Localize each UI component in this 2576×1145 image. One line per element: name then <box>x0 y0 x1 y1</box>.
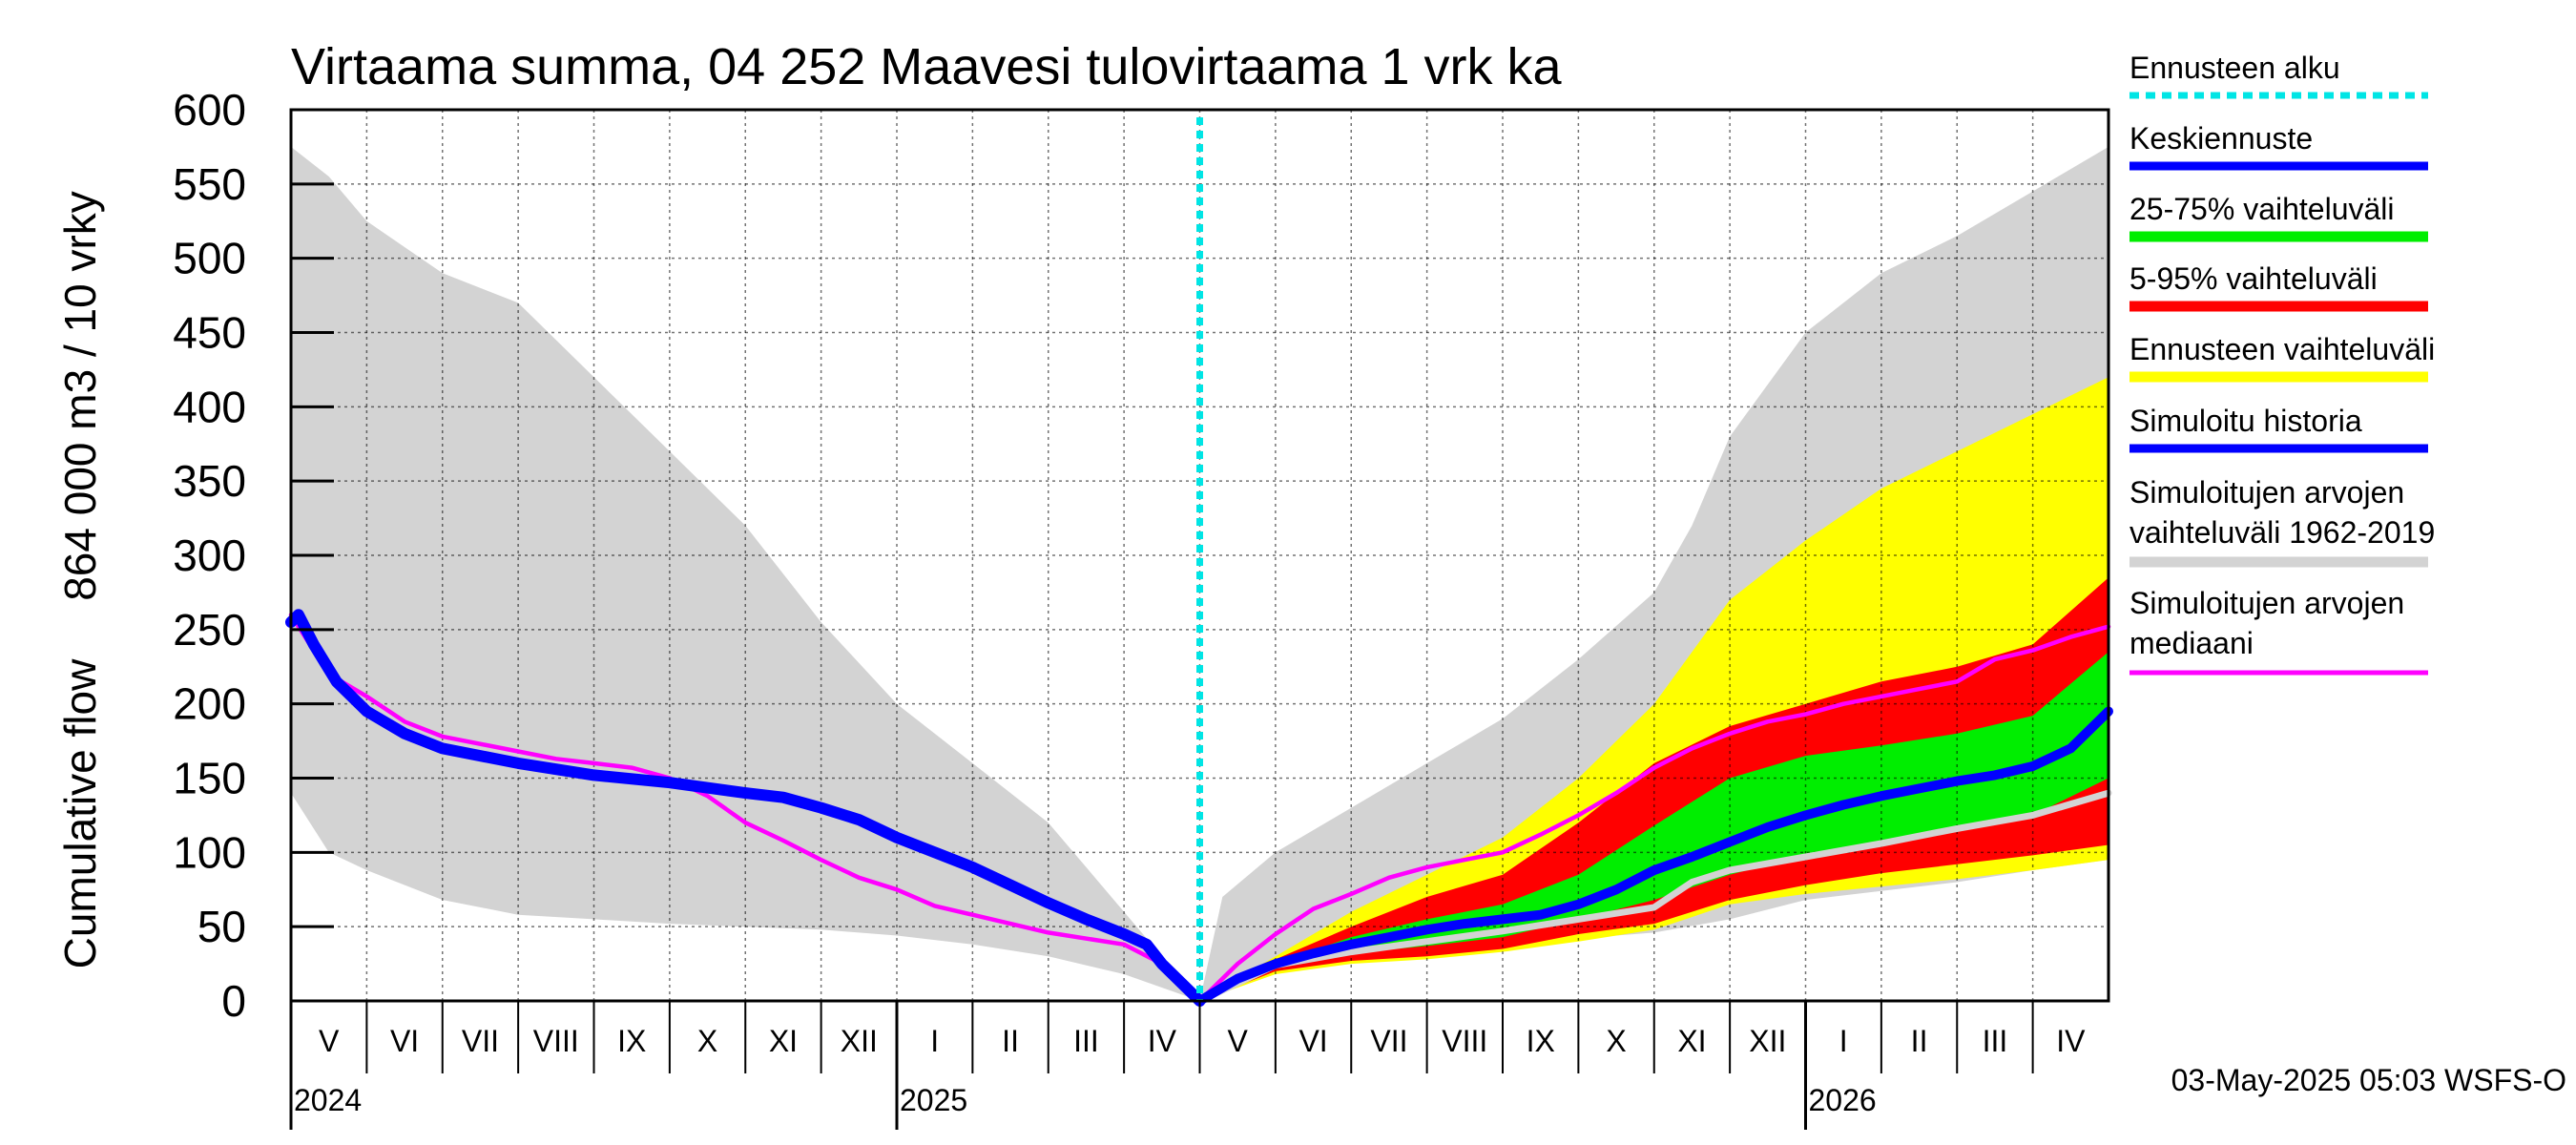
y-tick-label: 500 <box>173 234 246 283</box>
legend-label-forecast_start: Ennusteen alku <box>2129 51 2340 85</box>
chart-title: Virtaama summa, 04 252 Maavesi tulovirta… <box>291 38 1563 95</box>
y-tick-label: 100 <box>173 827 246 877</box>
y-tick-label: 300 <box>173 531 246 580</box>
axes-layer <box>289 108 2110 1130</box>
y-axis-title-line-1: 864 000 m3 / 10 vrky <box>55 191 105 601</box>
history-range-band-before-forecast <box>291 146 1200 1001</box>
y-axis-title-line-2: Cumulative flow <box>55 658 105 968</box>
legend-label-band_25_75: 25-75% vaihteluväli <box>2129 192 2395 226</box>
month-label: V <box>319 1024 340 1058</box>
month-label: IX <box>1527 1024 1555 1058</box>
y-tick-label: 400 <box>173 382 246 431</box>
lines-layer <box>285 117 2113 1007</box>
month-label: XI <box>1677 1024 1706 1058</box>
legend-label-simulated_history: Simuloitu historia <box>2129 404 2362 438</box>
month-label: X <box>1606 1024 1626 1058</box>
y-tick-label: 150 <box>173 754 246 803</box>
y-tick-label: 250 <box>173 605 246 655</box>
month-label: IX <box>617 1024 646 1058</box>
y-tick-label: 0 <box>221 976 246 1026</box>
month-label: VIII <box>1442 1024 1487 1058</box>
year-label: 2026 <box>1809 1083 1877 1117</box>
y-tick-labels: 0 50 100 150 200 250 300 350 400 450 500 550 600 <box>173 85 246 1026</box>
legend-label-forecast_range: Ennusteen vaihteluväli <box>2129 332 2435 366</box>
month-label: VII <box>1370 1024 1407 1058</box>
legend-label-hist_median: mediaani <box>2129 626 2254 660</box>
legend: Ennusteen alku Keskiennuste 25-75% vaihtel… <box>2129 51 2435 676</box>
legend-label-band_5_95: 5-95% vaihteluväli <box>2129 261 2378 296</box>
band-5-95 <box>1199 577 2109 1001</box>
legend-label-hist_median: Simuloitujen arvojen <box>2129 586 2404 620</box>
month-label: IV <box>1148 1024 1177 1058</box>
mean-forecast-line <box>1195 706 2113 1006</box>
y-axis-title: 864 000 m3 / 10 vrky Cumulative flow <box>55 191 105 968</box>
legend-label-mean_forecast: Keskiennuste <box>2129 121 2313 156</box>
month-label: VI <box>390 1024 419 1058</box>
y-tick-label: 200 <box>173 679 246 729</box>
history-median-line <box>288 613 2111 1004</box>
legend-label-hist_range: Simuloitujen arvojen <box>2129 475 2404 510</box>
footer-timestamp: 03-May-2025 05:03 WSFS-O <box>2171 1063 2566 1097</box>
month-label: III <box>1073 1024 1099 1058</box>
month-label: I <box>930 1024 939 1058</box>
month-label: I <box>1839 1024 1848 1058</box>
year-label: 2025 <box>900 1083 967 1117</box>
month-label: II <box>1002 1024 1019 1058</box>
month-label: XI <box>769 1024 798 1058</box>
legend-label-hist_range: vaihteluväli 1962-2019 <box>2129 515 2435 550</box>
month-label: II <box>1911 1024 1928 1058</box>
y-tick-label: 50 <box>197 902 246 951</box>
history-median-line-forecast-period <box>1196 789 2112 1005</box>
y-tick-label: 450 <box>173 308 246 358</box>
year-label: 2024 <box>294 1083 362 1117</box>
month-label: XII <box>841 1024 878 1058</box>
simulated-history-line <box>285 609 1206 1007</box>
month-label: X <box>697 1024 717 1058</box>
month-label: VI <box>1298 1024 1327 1058</box>
x-axis-labels: V VI VII VIII IX X XI XII I II III IV V VI VII VIII IX X X… <box>294 1024 2086 1117</box>
month-label: VIII <box>533 1024 579 1058</box>
month-label: VII <box>462 1024 499 1058</box>
month-label: XII <box>1749 1024 1786 1058</box>
y-tick-label: 350 <box>173 456 246 506</box>
month-label: IV <box>2056 1024 2086 1058</box>
grid-layer <box>291 110 2109 1001</box>
month-label: III <box>1983 1024 2008 1058</box>
month-label: V <box>1228 1024 1249 1058</box>
y-tick-label: 600 <box>173 85 246 135</box>
y-tick-label: 550 <box>173 159 246 209</box>
